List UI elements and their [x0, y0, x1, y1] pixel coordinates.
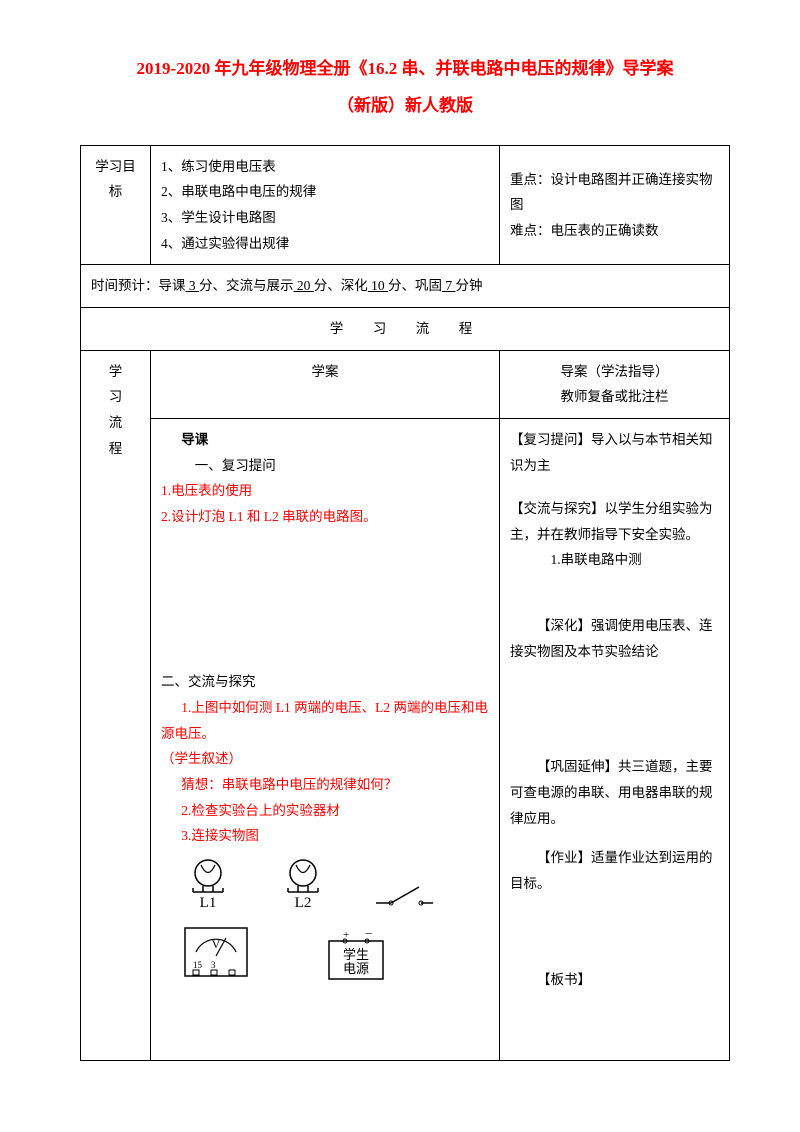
- side-char: 流: [91, 410, 140, 436]
- sec2-p1: 1.上图中如何测 L1 两端的电压、L2 两端的电压和电源电压。: [161, 695, 489, 746]
- goal-item: 2、串联电路中电压的规律: [161, 179, 489, 205]
- svg-text:学生: 学生: [343, 947, 369, 962]
- sub-header-row: 学 习 流 程 学案 导案（学法指导） 教师复备或批注栏: [81, 350, 730, 418]
- xuean-content: 导课 一、复习提问 1.电压表的使用 2.设计灯泡 L1 和 L2 串联的电路图…: [151, 418, 500, 1060]
- goal-item: 3、学生设计电路图: [161, 205, 489, 231]
- daoan-header-l1: 导案（学法指导）: [510, 359, 719, 385]
- time-seg: 分钟: [456, 278, 483, 293]
- time-estimate: 时间预计：导课 3 分、交流与展示 20 分、深化 10 分、巩固 7 分钟: [81, 265, 730, 308]
- title-line-1: 2019-2020 年九年级物理全册《16.2 串、并联电路中电压的规律》导学案: [80, 50, 730, 87]
- time-val: 7: [442, 278, 456, 293]
- sec2-p5: 3.连接实物图: [161, 823, 489, 849]
- sec1-title: 一、复习提问: [161, 453, 489, 479]
- side-char: 学: [91, 359, 140, 385]
- daoan-p6: 【板书】: [510, 967, 719, 993]
- svg-text:V: V: [212, 937, 221, 951]
- bulb-l1-icon: L1: [181, 855, 236, 910]
- side-char: 程: [91, 436, 140, 462]
- daoan-header: 导案（学法指导） 教师复备或批注栏: [500, 350, 730, 418]
- daoan-p2b: 1.串联电路中测: [510, 547, 719, 573]
- sec2-title: 二、交流与探究: [161, 669, 489, 695]
- time-seg: 分、巩固: [388, 278, 442, 293]
- daoke-heading: 导课: [161, 427, 489, 453]
- side-label-cell: 学 习 流 程: [81, 350, 151, 1061]
- goals-list-cell: 1、练习使用电压表 2、串联电路中电压的规律 3、学生设计电路图 4、通过实验得…: [151, 145, 500, 265]
- svg-text:15: 15: [193, 960, 203, 970]
- daoan-p5: 【作业】适量作业达到运用的目标。: [510, 845, 719, 896]
- sec2-p2: （学生叙述）: [161, 746, 489, 772]
- daoan-p4: 【巩固延伸】共三道题，主要可查电源的串联、用电器串联的规律应用。: [510, 754, 719, 831]
- title-line-2: （新版）新人教版: [80, 87, 730, 124]
- sec2-p3: 猜想：串联电路中电压的规律如何？: [161, 772, 489, 798]
- time-val: 20: [294, 278, 314, 293]
- keypoints-cell: 重点：设计电路图并正确连接实物图 难点：电压表的正确读数: [500, 145, 730, 265]
- diagrams-area: L1 L2: [161, 855, 489, 984]
- sec1-p2: 2.设计灯泡 L1 和 L2 串联的电路图。: [161, 504, 489, 530]
- switch-icon: [371, 875, 436, 910]
- time-seg: 分、深化: [314, 278, 368, 293]
- svg-text:L2: L2: [295, 895, 312, 910]
- sec1-p1: 1.电压表的使用: [161, 478, 489, 504]
- nandian: 难点：电压表的正确读数: [510, 218, 719, 244]
- daoan-p2: 【交流与探究】以学生分组实验为主，并在教师指导下安全实验。: [510, 496, 719, 547]
- sec2-p4: 2.检查实验台上的实验器材: [161, 798, 489, 824]
- daoan-header-l2: 教师复备或批注栏: [510, 384, 719, 410]
- power-supply-icon: + − 学生 电源: [321, 929, 391, 984]
- xuean-header: 学案: [151, 350, 500, 418]
- goal-item: 4、通过实验得出规律: [161, 231, 489, 257]
- time-val: 10: [368, 278, 388, 293]
- daoan-p1: 【复习提问】导入以与本节相关知识为主: [510, 427, 719, 478]
- bulb-l2-icon: L2: [276, 855, 331, 910]
- goals-row: 学习目标 1、练习使用电压表 2、串联电路中电压的规律 3、学生设计电路图 4、…: [81, 145, 730, 265]
- svg-text:3: 3: [211, 960, 216, 970]
- daoan-content: 【复习提问】导入以与本节相关知识为主 【交流与探究】以学生分组实验为主，并在教师…: [500, 418, 730, 1060]
- voltmeter-icon: V 15 3: [181, 924, 251, 984]
- time-seg: 分、交流与展示: [199, 278, 294, 293]
- time-prefix: 时间预计：导课: [91, 278, 186, 293]
- document-title: 2019-2020 年九年级物理全册《16.2 串、并联电路中电压的规律》导学案…: [80, 50, 730, 125]
- lesson-table: 学习目标 1、练习使用电压表 2、串联电路中电压的规律 3、学生设计电路图 4、…: [80, 145, 730, 1061]
- diagrams-row-1: L1 L2: [181, 855, 489, 910]
- time-val: 3: [186, 278, 200, 293]
- flow-header-row: 学 习 流 程: [81, 307, 730, 350]
- time-row: 时间预计：导课 3 分、交流与展示 20 分、深化 10 分、巩固 7 分钟: [81, 265, 730, 308]
- svg-text:电源: 电源: [343, 961, 369, 976]
- flow-header: 学 习 流 程: [81, 307, 730, 350]
- side-char: 习: [91, 384, 140, 410]
- zhongdian: 重点：设计电路图并正确连接实物图: [510, 167, 719, 218]
- daoan-p3: 【深化】强调使用电压表、连接实物图及本节实验结论: [510, 613, 719, 664]
- diagrams-row-2: V 15 3 + −: [181, 924, 489, 984]
- goals-label-cell: 学习目标: [81, 145, 151, 265]
- svg-text:L1: L1: [200, 895, 217, 910]
- goal-item: 1、练习使用电压表: [161, 154, 489, 180]
- content-row: 导课 一、复习提问 1.电压表的使用 2.设计灯泡 L1 和 L2 串联的电路图…: [81, 418, 730, 1060]
